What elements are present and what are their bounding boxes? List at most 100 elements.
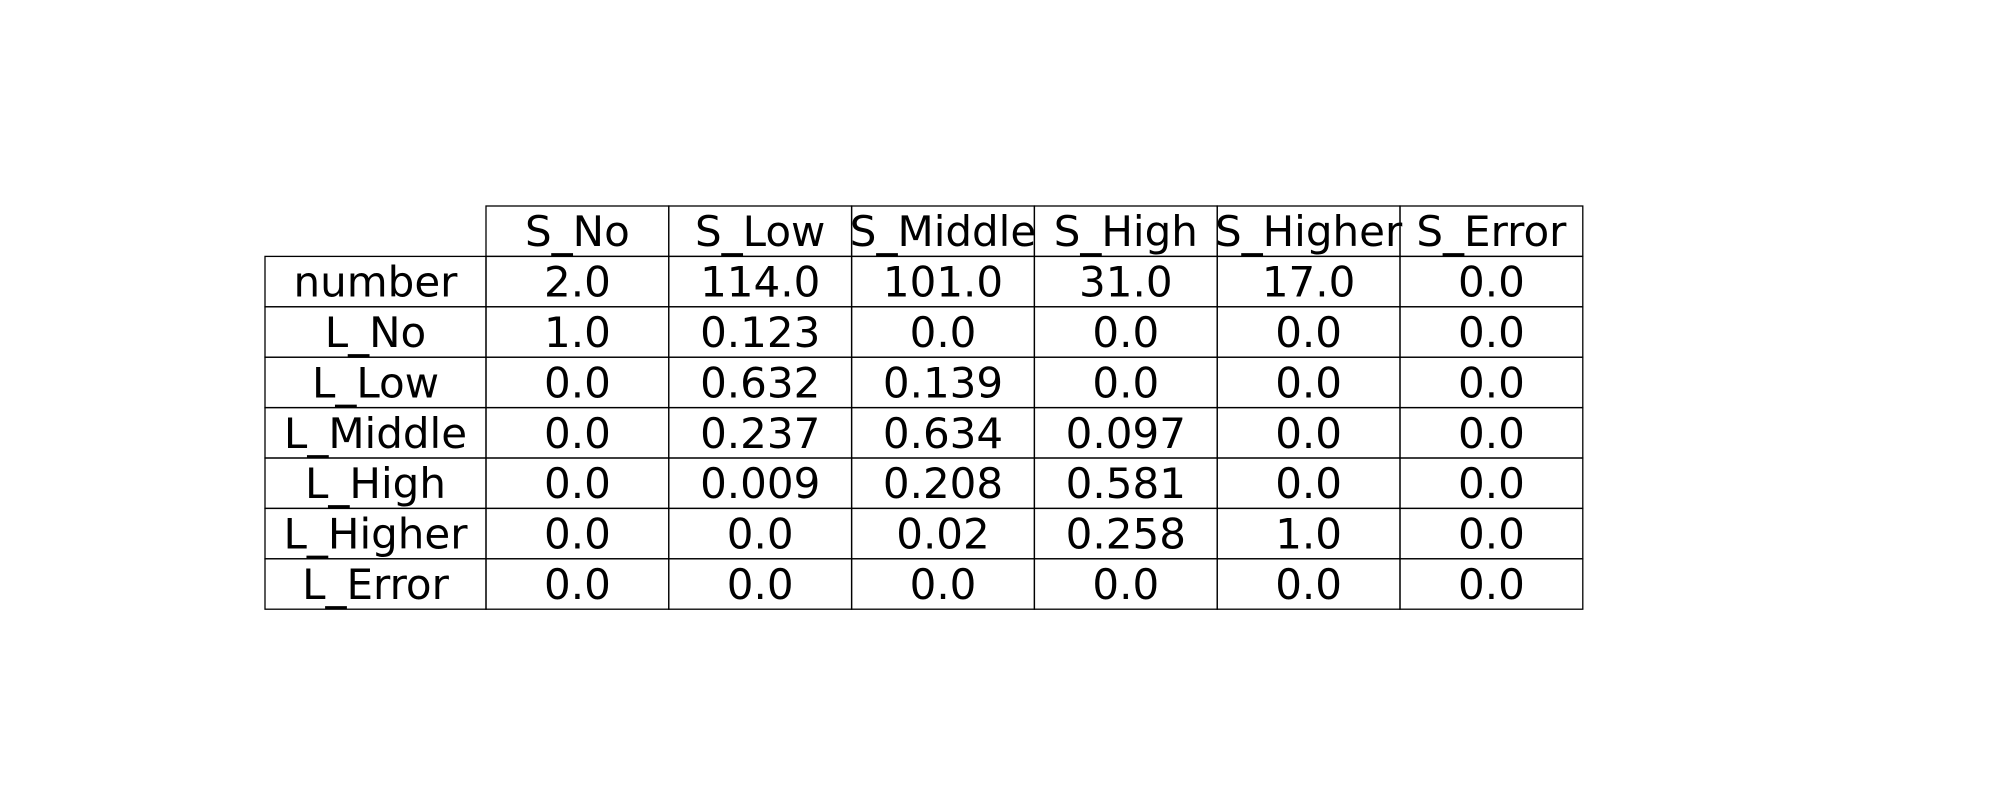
- table-cell-l-higher-s-higher: 1.0: [1216, 507, 1401, 560]
- table-cell-l-higher-s-high-text: 0.258: [1066, 510, 1186, 559]
- table-cell-l-higher-s-low-text: 0.0: [727, 510, 794, 559]
- table-cell-l-low-s-no: 0.0: [485, 356, 670, 409]
- column-header-s-higher-text: S_Higher: [1215, 207, 1403, 256]
- table-cell-l-low-s-high-text: 0.0: [1092, 358, 1159, 407]
- table-cell-l-higher-s-high: 0.258: [1033, 507, 1218, 560]
- table-cell-l-low-s-middle: 0.139: [850, 356, 1036, 409]
- table-cell-l-no-s-no-text: 1.0: [544, 308, 611, 357]
- row-label-l-high-text: L_High: [305, 459, 446, 508]
- table-cell-l-no-s-error-text: 0.0: [1458, 308, 1525, 357]
- table-cell-l-no-s-high: 0.0: [1033, 306, 1218, 358]
- table-cell-l-error-s-high: 0.0: [1033, 558, 1218, 610]
- row-label-l-no-text: L_No: [325, 308, 427, 357]
- table-cell-l-middle-s-higher: 0.0: [1216, 406, 1401, 459]
- table-cell-l-low-s-higher-text: 0.0: [1275, 358, 1342, 407]
- column-header-s-middle-text: S_Middle: [850, 207, 1036, 256]
- table-cell-l-high-s-high-text: 0.581: [1066, 459, 1186, 508]
- table-cell-l-error-s-higher-text: 0.0: [1275, 560, 1342, 609]
- table-cell-l-middle-s-high-text: 0.097: [1066, 409, 1186, 458]
- row-label-l-low-text: L_Low: [312, 358, 439, 407]
- table-cell-number-s-high: 31.0: [1033, 255, 1218, 308]
- table-cell-l-error-s-error-border: [1399, 558, 1584, 610]
- table-cell-l-higher-s-low: 0.0: [668, 507, 853, 560]
- row-label-l-no: L_No: [264, 306, 487, 358]
- table-cell-l-high-s-no: 0.0: [485, 457, 670, 510]
- table-cell-number-s-no: 2.0: [485, 255, 670, 308]
- table-cell-l-middle-s-no: 0.0: [485, 406, 670, 459]
- column-header-s-high: S_High: [1033, 205, 1218, 258]
- table-cell-l-middle-s-middle-text: 0.634: [883, 409, 1003, 458]
- table-cell-l-high-s-higher: 0.0: [1216, 457, 1401, 510]
- table-cell-l-higher-s-higher-text: 1.0: [1275, 510, 1342, 559]
- table-cell-number-s-no-text: 2.0: [544, 258, 611, 307]
- table-cell-l-middle-s-error-text: 0.0: [1458, 409, 1525, 458]
- table-cell-number-s-low-text: 114.0: [700, 258, 820, 307]
- row-label-number-text: number: [294, 258, 459, 307]
- table-cell-l-high-s-middle: 0.208: [850, 457, 1036, 510]
- table-cell-l-high-s-no-text: 0.0: [544, 459, 611, 508]
- table-cell-l-error-s-error-text: 0.0: [1458, 560, 1525, 609]
- column-header-s-higher: S_Higher: [1215, 205, 1403, 258]
- table-cell-l-high-s-high: 0.581: [1033, 457, 1218, 510]
- table-cell-l-higher-s-error: 0.0: [1399, 507, 1584, 560]
- table-cell-l-low-s-high: 0.0: [1033, 356, 1218, 409]
- table-cell-l-no-s-middle: 0.0: [850, 306, 1036, 358]
- row-label-l-error-text: L_Error: [302, 560, 450, 609]
- column-header-s-error-text: S_Error: [1416, 207, 1567, 256]
- table-cell-number-s-middle: 101.0: [850, 255, 1036, 308]
- table-cell-l-no-s-higher-text: 0.0: [1275, 308, 1342, 357]
- table-cell-l-middle-s-low-text: 0.237: [700, 409, 820, 458]
- table-cell-l-higher-s-error-text: 0.0: [1458, 510, 1525, 559]
- table-cell-l-error-s-low: 0.0: [668, 558, 853, 610]
- table-cell-l-high-s-low: 0.009: [668, 457, 853, 510]
- table-cell-l-middle-s-error: 0.0: [1399, 406, 1584, 459]
- table-cell-l-higher-s-middle-text: 0.02: [896, 510, 990, 559]
- table-cell-l-no-s-higher: 0.0: [1216, 306, 1401, 358]
- table-cell-l-higher-s-no: 0.0: [485, 507, 670, 560]
- table-cell-l-low-s-middle-text: 0.139: [883, 358, 1003, 407]
- row-label-l-middle-text: L_Middle: [284, 409, 467, 458]
- table-cell-number-s-higher: 17.0: [1216, 255, 1401, 308]
- column-header-s-high-text: S_High: [1054, 207, 1198, 256]
- table-cell-l-middle-s-low: 0.237: [668, 406, 853, 459]
- column-header-s-error: S_Error: [1399, 205, 1584, 258]
- table-cell-l-error-s-higher: 0.0: [1216, 558, 1401, 610]
- row-label-l-higher: L_Higher: [264, 507, 487, 560]
- table-cell-number-s-middle-text: 101.0: [883, 258, 1003, 307]
- table-cell-l-low-s-no-text: 0.0: [544, 358, 611, 407]
- row-label-l-error: L_Error: [264, 558, 487, 610]
- table-cell-l-no-s-high-text: 0.0: [1092, 308, 1159, 357]
- row-label-l-low: L_Low: [264, 356, 487, 409]
- table-cell-l-low-s-error: 0.0: [1399, 356, 1584, 409]
- table-cell-number-s-high-text: 31.0: [1079, 258, 1173, 307]
- table-cell-l-high-s-middle-text: 0.208: [883, 459, 1003, 508]
- table-cell-l-error-s-high-text: 0.0: [1092, 560, 1159, 609]
- table-cell-l-high-s-error: 0.0: [1399, 457, 1584, 510]
- table-cell-l-high-s-higher-text: 0.0: [1275, 459, 1342, 508]
- table-cell-l-error-s-no: 0.0: [485, 558, 670, 610]
- column-header-s-middle: S_Middle: [850, 205, 1036, 258]
- table-cell-l-high-s-error-text: 0.0: [1458, 459, 1525, 508]
- table-cell-number-s-error-text: 0.0: [1458, 258, 1525, 307]
- table-cell-l-middle-s-higher-text: 0.0: [1275, 409, 1342, 458]
- table-cell-l-no-s-no: 1.0: [485, 306, 670, 358]
- row-label-l-higher-text: L_Higher: [283, 510, 468, 559]
- table-cell-l-no-s-error: 0.0: [1399, 306, 1584, 358]
- table-cell-l-middle-s-high: 0.097: [1033, 406, 1218, 459]
- row-label-number: number: [264, 255, 487, 308]
- table-cell-l-no-s-middle-text: 0.0: [910, 308, 977, 357]
- table-cell-l-middle-s-no-text: 0.0: [544, 409, 611, 458]
- table-cell-number-s-error: 0.0: [1399, 255, 1584, 308]
- table-cell-l-higher-s-no-text: 0.0: [544, 510, 611, 559]
- column-header-s-low: S_Low: [668, 205, 853, 258]
- table-cell-l-error-s-no-text: 0.0: [544, 560, 611, 609]
- table-cell-l-low-s-error-text: 0.0: [1458, 358, 1525, 407]
- table-cell-l-no-s-low-text: 0.123: [700, 308, 820, 357]
- table-cell-l-low-s-low-text: 0.632: [700, 358, 820, 407]
- table-cell-number-s-higher-text: 17.0: [1262, 258, 1356, 307]
- table-cell-l-higher-s-middle: 0.02: [850, 507, 1036, 560]
- column-header-s-no: S_No: [485, 205, 670, 258]
- table-cell-l-error-s-middle: 0.0: [850, 558, 1036, 610]
- table-cell-l-low-s-higher: 0.0: [1216, 356, 1401, 409]
